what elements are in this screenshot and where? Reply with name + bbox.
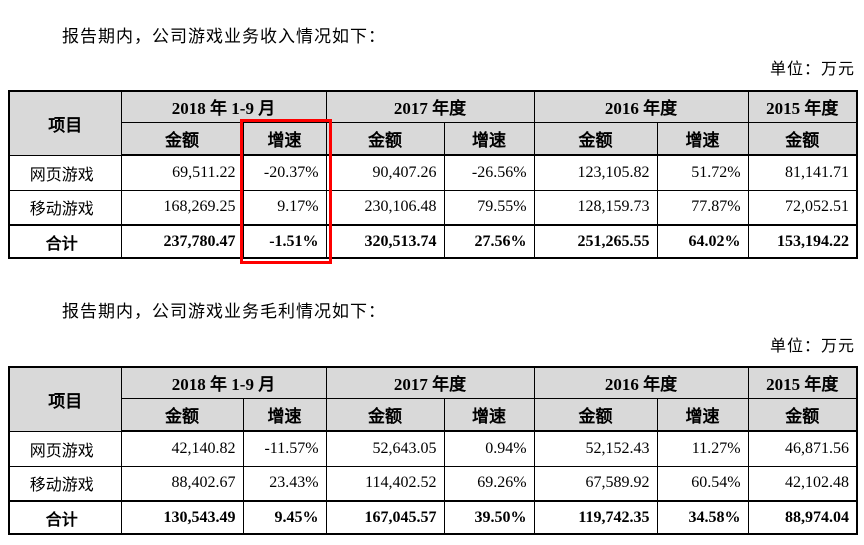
- growth-cell: 27.56%: [443, 224, 535, 259]
- row-label: 合计: [8, 224, 122, 259]
- amount-cell: 88,402.67: [120, 465, 244, 502]
- amount-cell: 42,140.82: [120, 430, 244, 467]
- header-amount: 金额: [325, 397, 445, 432]
- header-period-2016: 2016 年度: [533, 90, 749, 123]
- amount-cell: 320,513.74: [325, 224, 445, 259]
- header-period-2017: 2017 年度: [325, 90, 535, 123]
- header-growth: 增速: [656, 121, 749, 156]
- growth-cell: 69.26%: [443, 465, 535, 502]
- amount-cell: 153,194.22: [747, 224, 858, 259]
- header-period-2015: 2015 年度: [747, 90, 858, 123]
- growth-cell: 39.50%: [443, 500, 535, 535]
- header-period-2015: 2015 年度: [747, 366, 858, 399]
- growth-cell: 0.94%: [443, 430, 535, 467]
- growth-cell: -20.37%: [242, 154, 327, 191]
- table-row: 网页游戏 42,140.82 -11.57% 52,643.05 0.94% 5…: [8, 430, 858, 467]
- amount-cell: 72,052.51: [747, 189, 858, 226]
- total-row: 合计 237,780.47 -1.51% 320,513.74 27.56% 2…: [8, 224, 858, 259]
- header-amount: 金额: [747, 121, 858, 156]
- amount-cell: 114,402.52: [325, 465, 445, 502]
- growth-cell: 11.27%: [656, 430, 749, 467]
- amount-cell: 88,974.04: [747, 500, 858, 535]
- row-label: 网页游戏: [8, 430, 122, 467]
- header-growth: 增速: [656, 397, 749, 432]
- header-growth: 增速: [242, 121, 327, 156]
- amount-cell: 119,742.35: [533, 500, 658, 535]
- unit-label-revenue: 单位：万元: [769, 61, 855, 78]
- intro-paragraph-revenue: 报告期内，公司游戏业务收入情况如下：: [62, 27, 386, 46]
- growth-cell: -11.57%: [242, 430, 327, 467]
- intro-paragraph-profit: 报告期内，公司游戏业务毛利情况如下：: [62, 302, 386, 321]
- header-period-2018: 2018 年 1-9 月: [120, 90, 327, 123]
- row-label: 网页游戏: [8, 154, 122, 191]
- profit-table: 项目 2018 年 1-9 月 2017 年度 2016 年度 2015 年度 …: [8, 366, 859, 535]
- table-row: 金额 增速 金额 增速 金额 增速 金额: [9, 397, 858, 432]
- growth-cell: 60.54%: [656, 465, 749, 502]
- header-growth: 增速: [443, 397, 535, 432]
- header-item: 项目: [8, 366, 122, 432]
- growth-cell: 9.45%: [242, 500, 327, 535]
- table-row: 金额 增速 金额 增速 金额 增速 金额: [9, 121, 858, 156]
- growth-cell: 34.58%: [656, 500, 749, 535]
- header-amount: 金额: [120, 121, 244, 156]
- header-amount: 金额: [747, 397, 858, 432]
- header-amount: 金额: [533, 121, 658, 156]
- amount-cell: 167,045.57: [325, 500, 445, 535]
- amount-cell: 130,543.49: [120, 500, 244, 535]
- table-row: 网页游戏 69,511.22 -20.37% 90,407.26 -26.56%…: [8, 154, 858, 191]
- amount-cell: 251,265.55: [533, 224, 658, 259]
- header-growth: 增速: [443, 121, 535, 156]
- amount-cell: 81,141.71: [747, 154, 858, 191]
- header-amount: 金额: [325, 121, 445, 156]
- growth-cell: 79.55%: [443, 189, 535, 226]
- amount-cell: 42,102.48: [747, 465, 858, 502]
- amount-cell: 90,407.26: [325, 154, 445, 191]
- amount-cell: 67,589.92: [533, 465, 658, 502]
- amount-cell: 52,643.05: [325, 430, 445, 467]
- growth-cell: -26.56%: [443, 154, 535, 191]
- row-label: 合计: [8, 500, 122, 535]
- amount-cell: 69,511.22: [120, 154, 244, 191]
- amount-cell: 128,159.73: [533, 189, 658, 226]
- growth-cell: -1.51%: [242, 224, 327, 259]
- header-period-2017: 2017 年度: [325, 366, 535, 399]
- growth-cell: 64.02%: [656, 224, 749, 259]
- growth-cell: 9.17%: [242, 189, 327, 226]
- unit-label-profit: 单位：万元: [769, 338, 855, 355]
- amount-cell: 237,780.47: [120, 224, 244, 259]
- table-row: 项目 2018 年 1-9 月 2017 年度 2016 年度 2015 年度: [8, 90, 858, 156]
- table-row: 移动游戏 168,269.25 9.17% 230,106.48 79.55% …: [8, 189, 858, 226]
- header-amount: 金额: [533, 397, 658, 432]
- row-label: 移动游戏: [8, 189, 122, 226]
- amount-cell: 168,269.25: [120, 189, 244, 226]
- header-period-2018: 2018 年 1-9 月: [120, 366, 327, 399]
- total-row: 合计 130,543.49 9.45% 167,045.57 39.50% 11…: [8, 500, 858, 535]
- revenue-table: 项目 2018 年 1-9 月 2017 年度 2016 年度 2015 年度 …: [8, 90, 859, 259]
- growth-cell: 23.43%: [242, 465, 327, 502]
- row-label: 移动游戏: [8, 465, 122, 502]
- growth-cell: 77.87%: [656, 189, 749, 226]
- header-period-2016: 2016 年度: [533, 366, 749, 399]
- amount-cell: 230,106.48: [325, 189, 445, 226]
- amount-cell: 123,105.82: [533, 154, 658, 191]
- header-amount: 金额: [120, 397, 244, 432]
- growth-cell: 51.72%: [656, 154, 749, 191]
- header-item: 项目: [8, 90, 122, 156]
- table-row: 移动游戏 88,402.67 23.43% 114,402.52 69.26% …: [8, 465, 858, 502]
- amount-cell: 52,152.43: [533, 430, 658, 467]
- amount-cell: 46,871.56: [747, 430, 858, 467]
- header-growth: 增速: [242, 397, 327, 432]
- table-row: 项目 2018 年 1-9 月 2017 年度 2016 年度 2015 年度: [8, 366, 858, 432]
